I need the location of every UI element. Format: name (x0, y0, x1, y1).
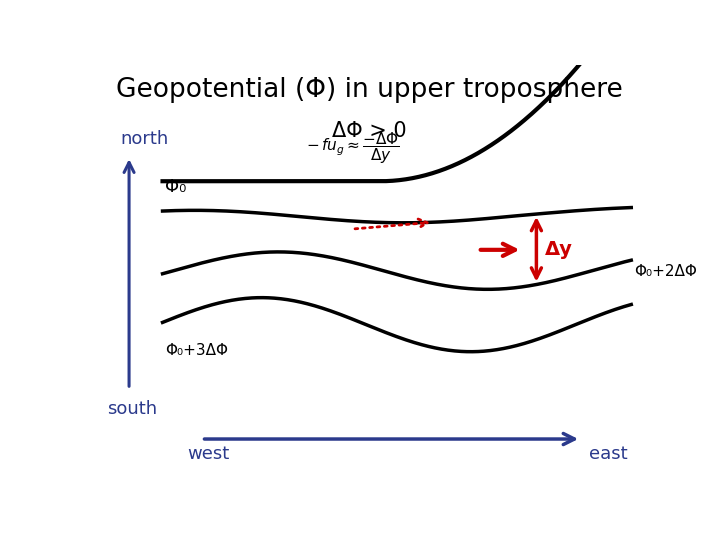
Text: Δy: Δy (545, 240, 572, 259)
Text: Geopotential (Φ) in upper troposphere: Geopotential (Φ) in upper troposphere (116, 77, 622, 103)
Text: ΔΦ > 0: ΔΦ > 0 (332, 121, 406, 141)
Text: Φ₀+2ΔΦ: Φ₀+2ΔΦ (634, 265, 697, 279)
Text: Φ₀: Φ₀ (166, 178, 186, 196)
Text: east: east (590, 446, 628, 463)
Text: south: south (107, 400, 157, 417)
Text: Φ₀+3ΔΦ: Φ₀+3ΔΦ (166, 343, 228, 358)
Text: west: west (188, 446, 230, 463)
Text: $-\,fu_g \approx \dfrac{-\Delta\Phi}{\Delta y}$: $-\,fu_g \approx \dfrac{-\Delta\Phi}{\De… (305, 130, 399, 166)
Text: north: north (121, 130, 169, 148)
